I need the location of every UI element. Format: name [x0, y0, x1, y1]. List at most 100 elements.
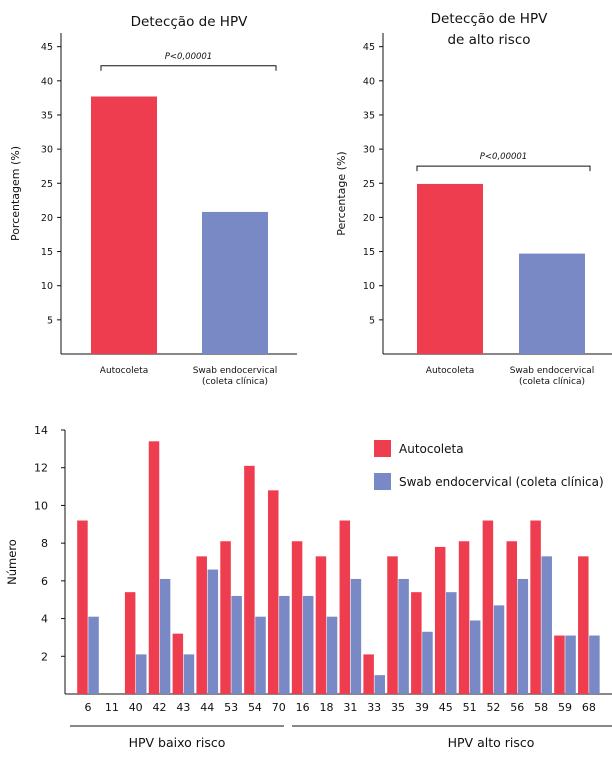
x-category-label: 18 [320, 701, 334, 714]
y-tick-label: 20 [41, 213, 53, 224]
significance-bracket [416, 165, 591, 172]
bar-swab [374, 675, 385, 694]
bar-swab [136, 654, 147, 694]
legend-label: Autocoleta [399, 442, 464, 456]
bar [91, 96, 157, 354]
x-category-label: 54 [248, 701, 262, 714]
x-category-label: 11 [105, 701, 119, 714]
y-tick-label: 8 [41, 537, 48, 550]
bar-swab [589, 635, 600, 694]
bar-autocoleta [244, 465, 255, 694]
y-tick-label: 5 [47, 315, 53, 326]
significance-bracket [100, 65, 277, 71]
y-axis-label: Número [5, 539, 19, 585]
bar-autocoleta [291, 541, 303, 694]
y-tick-label: 2 [41, 650, 48, 663]
y-tick-label: 45 [363, 42, 375, 53]
x-category-label: Autocoleta [426, 366, 474, 376]
y-tick-label: 35 [41, 110, 53, 121]
bar-autocoleta [77, 520, 88, 694]
y-tick-label: 40 [363, 76, 375, 87]
bar-swab [159, 578, 171, 694]
x-category-label: 56 [510, 701, 524, 714]
legend-swatch [374, 440, 391, 457]
bar-swab [517, 578, 529, 694]
x-category-label: 45 [439, 701, 453, 714]
bar-swab [493, 605, 505, 694]
bar-autocoleta [339, 520, 351, 694]
hpv-detection-chart: Detecção de HPV 5 10 15 20 25 30 35 40 45 Porcenta… [9, 14, 297, 387]
bar-autocoleta [220, 541, 231, 694]
y-tick-label: 15 [363, 247, 375, 258]
y-tick-label: 10 [363, 281, 375, 292]
bar-autocoleta [172, 633, 184, 694]
bar-autocoleta [148, 441, 160, 694]
x-category-label: 16 [296, 701, 310, 714]
high-risk-hpv-detection-chart: Detecção de HPV de alto risco 5 10 15 20 25 30 3… [335, 11, 612, 387]
x-category-label: 51 [463, 701, 477, 714]
y-tick-label: 10 [41, 281, 53, 292]
group-label: HPV baixo risco [129, 735, 226, 750]
chart-title: Detecção de HPV [431, 11, 548, 27]
bar-swab [350, 578, 362, 694]
x-category-label: 59 [558, 701, 572, 714]
x-category-label: 33 [367, 701, 381, 714]
bar-autocoleta [387, 556, 398, 694]
bar-autocoleta [434, 546, 446, 694]
y-tick-label: 35 [363, 110, 375, 121]
bar-swab [207, 569, 219, 694]
bar-autocoleta [268, 490, 279, 694]
y-tick-label: 15 [41, 247, 53, 258]
legend-label: Swab endocervical (coleta clínica) [399, 475, 604, 489]
bar-swab [565, 635, 576, 694]
x-category-label: 43 [176, 701, 190, 714]
x-category-label: Swab endocervical [193, 366, 278, 376]
x-category-label: 39 [415, 701, 429, 714]
p-value-annotation: P<0,00001 [165, 52, 212, 62]
y-tick-label: 10 [34, 499, 48, 512]
x-category-label: 58 [534, 701, 548, 714]
legend-swatch [374, 473, 391, 490]
x-category-label: 68 [582, 701, 596, 714]
bar-swab [541, 556, 552, 694]
bar-swab [88, 616, 99, 694]
bar-swab [255, 616, 266, 694]
bar-swab [446, 592, 457, 694]
y-tick-label: 5 [369, 315, 375, 326]
bar-autocoleta [315, 556, 327, 694]
bar-swab [326, 616, 338, 694]
x-category-label: 70 [272, 701, 286, 714]
x-category-label: Autocoleta [100, 366, 148, 376]
group-label: HPV alto risco [448, 735, 535, 750]
bar-autocoleta [196, 556, 207, 694]
y-tick-label: 40 [41, 76, 53, 87]
chart-title: Detecção de HPV [131, 14, 248, 30]
bar-swab [469, 620, 481, 694]
y-tick-label: 14 [34, 424, 48, 437]
bar-autocoleta [578, 556, 589, 694]
bar-autocoleta [411, 592, 422, 694]
x-category-label: (coleta clínica) [202, 377, 268, 387]
x-category-label: 52 [486, 701, 500, 714]
y-axis-label: Porcentagem (%) [9, 146, 22, 241]
x-category-label: 40 [129, 701, 143, 714]
x-category-label: 35 [391, 701, 405, 714]
y-tick-label: 30 [41, 145, 53, 156]
y-tick-label: 45 [41, 42, 53, 53]
bar-autocoleta [124, 592, 136, 694]
x-category-label: 31 [343, 701, 357, 714]
bar-autocoleta [482, 520, 494, 694]
x-category-label: 53 [224, 701, 238, 714]
bar-autocoleta [530, 520, 541, 694]
bar-swab [422, 631, 433, 694]
y-tick-label: 20 [363, 213, 375, 224]
bar-swab [398, 578, 409, 694]
bar [519, 253, 585, 354]
y-tick-label: 25 [41, 179, 53, 190]
y-tick-label: 12 [34, 462, 48, 475]
p-value-annotation: P<0,00001 [480, 152, 527, 162]
bar-autocoleta [506, 541, 517, 694]
bar-swab [231, 595, 242, 694]
y-tick-label: 25 [363, 179, 375, 190]
